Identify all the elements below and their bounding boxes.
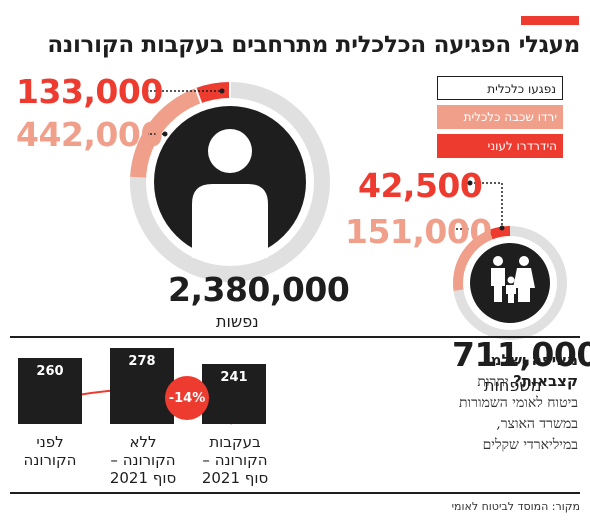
leader-dot [499, 225, 505, 231]
people-ring [130, 82, 330, 282]
panel-heading: מאיפה ישלמו [485, 351, 578, 369]
legend-declined: ירדו שכבה כלכלית [437, 105, 563, 129]
leader-dot [162, 131, 168, 137]
bar-category-line: סוף 2021 [201, 469, 269, 487]
reserves-panel [10, 336, 580, 494]
bar-before: 260 [18, 358, 82, 424]
panel-body-4: במיליארדי שקלים [482, 437, 578, 453]
legend-hit: נפגעו כלכלית [437, 76, 563, 100]
bar-category-line: הקורונה [23, 451, 77, 469]
leader-dot [449, 226, 455, 232]
leader-lines [146, 90, 503, 230]
accent-bar [521, 16, 579, 25]
poverty-families-value: 42,500 [358, 166, 483, 205]
panel-heading-2: קצבאות? [512, 372, 578, 390]
family-icon [491, 256, 535, 303]
panel-body-3: במשרד האוצר, [496, 416, 578, 432]
leader-42500 [470, 182, 503, 228]
legend-poverty: הידרדרו לעוני [437, 134, 563, 158]
leader-dot [467, 180, 473, 186]
people-total-value: 2,380,000 [168, 270, 350, 309]
leader-dot [143, 88, 149, 94]
legend: נפגעו כלכלית ירדו שכבה כלכלית הידרדרו לע… [437, 76, 563, 158]
panel-description: מאיפה ישלמו קצבאות? יתרות ביטוח לאומי הש… [428, 350, 578, 456]
declined-families-value: 151,000 [345, 212, 492, 251]
bar-category: ללא הקורונה – סוף 2021 [104, 433, 182, 487]
leader-dot [463, 226, 469, 232]
poverty-people-value: 133,000 [16, 72, 163, 111]
bar-after-covid: 241 [202, 364, 266, 424]
bar-value: 241 [220, 370, 248, 385]
families-ring [452, 225, 567, 340]
bar-value: 260 [36, 364, 64, 379]
families-total-value: 711,000 [452, 335, 590, 374]
bar-without-covid: 278 [110, 348, 174, 424]
families-unit-label: משפחות [484, 376, 542, 395]
declined-people-value: 442,000 [16, 115, 163, 154]
bar-category-line: לפני [36, 433, 64, 451]
bar-category-line: סוף 2021 [109, 469, 177, 487]
bar-category: לפני הקורונה [14, 433, 86, 469]
bar-value: 278 [128, 354, 156, 369]
source-note: מקור: המוסד לביטוח לאומי [451, 500, 580, 513]
bar-category-line: הקורונה – [110, 451, 176, 469]
panel-body-1: יתרות [477, 374, 513, 390]
bar-category-line: בעקבות [209, 433, 261, 451]
bar-category-line: הקורונה – [202, 451, 268, 469]
person-icon [192, 129, 268, 258]
panel-body-2: ביטוח לאומי השמורות [459, 395, 578, 411]
leader-dot [143, 131, 149, 137]
leader-dot [219, 88, 225, 94]
panel-line: קצבאות? יתרות [428, 371, 578, 393]
change-badge: -14% [165, 376, 209, 420]
bar-category-line: ללא [129, 433, 157, 451]
bar-category: בעקבות הקורונה – סוף 2021 [196, 433, 274, 487]
page-title: מעגלי הפגיעה הכלכלית מתרחבים בעקבות הקור… [47, 32, 580, 58]
people-unit-label: נפשות [216, 312, 259, 331]
